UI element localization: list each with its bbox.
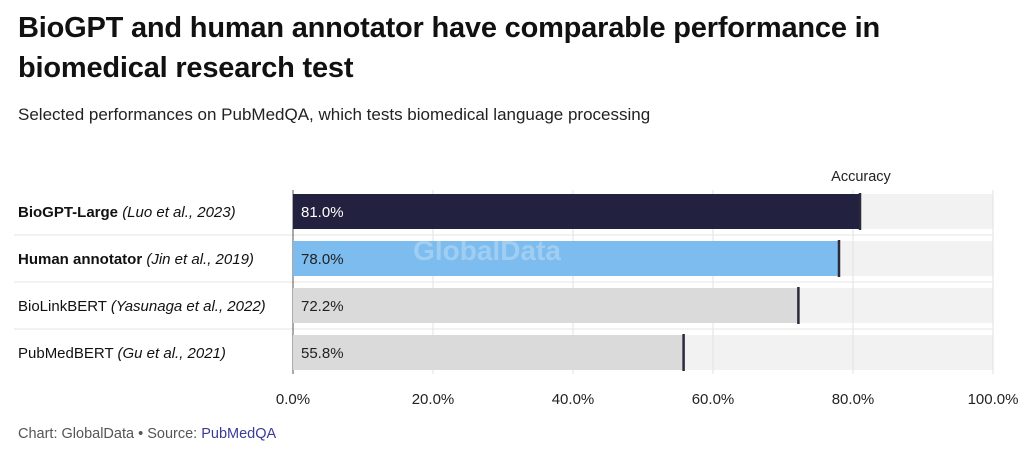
bar-value-label: 72.2% (301, 298, 344, 315)
footer-separator: • (134, 426, 148, 442)
chart-credit: Chart: GlobalData (18, 426, 135, 442)
category-citation: (Yasunaga et al., 2022) (111, 298, 266, 315)
bars (293, 193, 862, 371)
x-tick-labels: 0.0% 20.0% 40.0% 60.0% 80.0% 100.0% (276, 391, 1019, 408)
category-label: Human annotator (Jin et al., 2019) (18, 251, 254, 268)
chart-title: BioGPT and human annotator have comparab… (18, 12, 880, 84)
source-link[interactable]: PubMedQA (201, 426, 277, 442)
category-label: PubMedBERT (Gu et al., 2021) (18, 345, 226, 362)
bar (293, 194, 860, 229)
source-prefix: Source: (147, 426, 202, 442)
bar-value-label: 81.0% (301, 204, 344, 221)
category-label: BioLinkBERT (Yasunaga et al., 2022) (18, 298, 266, 315)
bar (293, 241, 839, 276)
bar-value-label: 78.0% (301, 251, 344, 268)
bar (293, 335, 684, 370)
category-label: BioGPT-Large (Luo et al., 2023) (18, 204, 236, 221)
x-tick-label: 100.0% (968, 391, 1019, 408)
bar-value-label: 55.8% (301, 345, 344, 362)
category-citation: (Jin et al., 2019) (146, 251, 254, 268)
category-name: BioGPT-Large (18, 204, 122, 221)
x-tick-label: 80.0% (832, 391, 875, 408)
bar (293, 288, 799, 323)
category-name: BioLinkBERT (18, 298, 111, 315)
category-name: Human annotator (18, 251, 146, 268)
chart-footer: Chart: GlobalData • Source: PubMedQA (18, 426, 276, 442)
x-tick-label: 60.0% (692, 391, 735, 408)
x-tick-label: 40.0% (552, 391, 595, 408)
accuracy-label: Accuracy (831, 169, 891, 185)
x-tick-label: 0.0% (276, 391, 310, 408)
category-citation: (Gu et al., 2021) (118, 345, 226, 362)
chart-subtitle: Selected performances on PubMedQA, which… (18, 105, 651, 124)
x-tick-label: 20.0% (412, 391, 455, 408)
category-name: PubMedBERT (18, 345, 118, 362)
category-labels: BioGPT-Large (Luo et al., 2023) Human ann… (18, 204, 266, 362)
bar-value-labels: 81.0% 78.0% 72.2% 55.8% (301, 204, 344, 362)
watermark-text: GlobalData (413, 235, 561, 266)
category-citation: (Luo et al., 2023) (122, 204, 235, 221)
bar-chart: GlobalData 81.0% 78.0% 72.2% 55.8% BioGPT-L… (14, 169, 1019, 408)
